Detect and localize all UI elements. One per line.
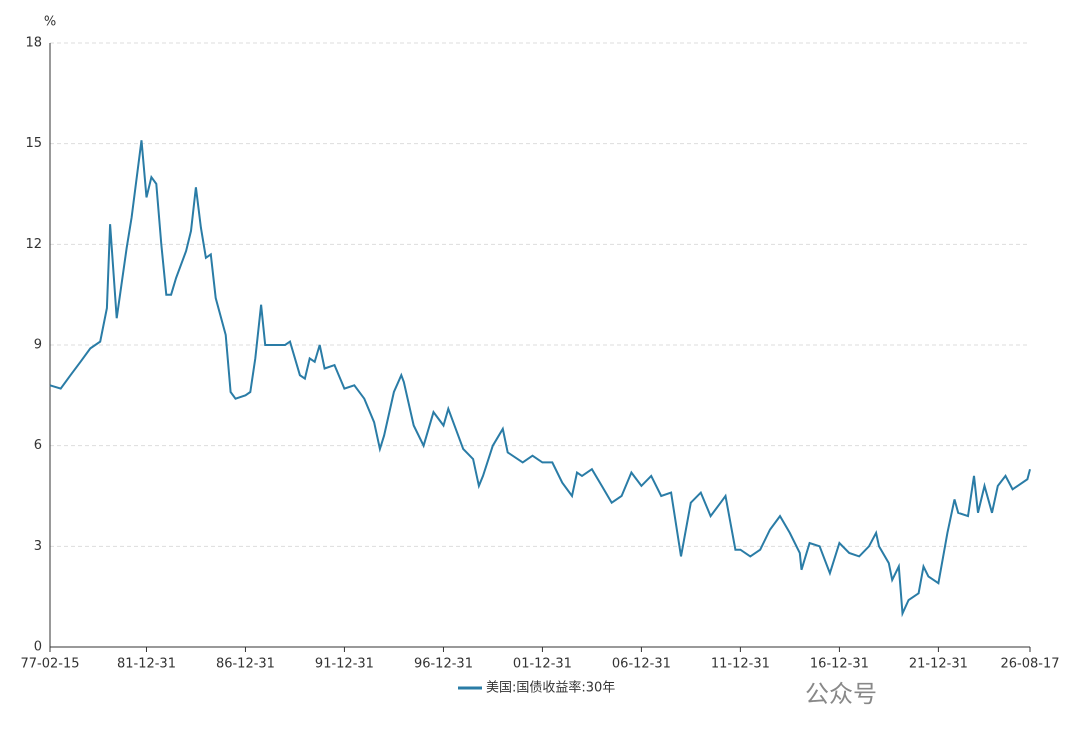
x-tick-label: 21-12-31	[909, 657, 968, 672]
x-tick-label: 11-12-31	[711, 657, 770, 672]
y-unit: %	[44, 15, 56, 30]
x-tick-label: 77-02-15	[20, 657, 79, 672]
x-tick-label: 06-12-31	[612, 657, 671, 672]
x-tick-label: 86-12-31	[216, 657, 275, 672]
y-tick-label: 3	[34, 539, 42, 554]
x-tick-label: 26-08-17	[1000, 657, 1059, 672]
x-tick-label: 81-12-31	[117, 657, 176, 672]
legend-label: 美国:国债收益率:30年	[486, 680, 615, 696]
x-tick-label: 01-12-31	[513, 657, 572, 672]
watermark: 公众号	[805, 680, 877, 708]
y-tick-label: 9	[34, 338, 42, 353]
y-tick-label: 0	[34, 640, 42, 655]
y-tick-label: 15	[25, 136, 42, 151]
y-tick-label: 18	[25, 36, 42, 51]
y-tick-label: 6	[34, 438, 42, 453]
x-tick-label: 91-12-31	[315, 657, 374, 672]
x-tick-label: 96-12-31	[414, 657, 473, 672]
line	[49, 140, 1031, 618]
y-tick-label: 12	[25, 237, 42, 252]
x-tick-label: 16-12-31	[810, 657, 869, 672]
